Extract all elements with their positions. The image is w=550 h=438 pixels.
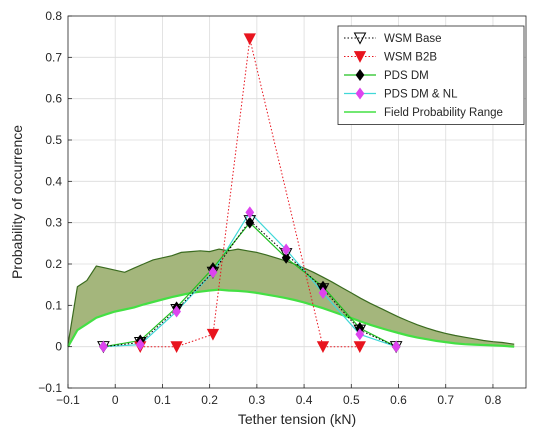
field-probability-range-area — [67, 248, 515, 348]
y-tick-label: 0.1 — [45, 298, 62, 312]
x-tick-label: 0.4 — [296, 393, 313, 407]
y-tick-label: 0 — [55, 340, 62, 354]
pds-dm-nl-marker — [135, 338, 145, 351]
pds-dm-nl-marker — [172, 305, 181, 318]
y-tick-label: 0.7 — [45, 50, 62, 64]
pds-dm-marker — [245, 216, 255, 229]
pds-dm-nl-marker — [281, 243, 291, 256]
wsm-b2b-marker — [170, 341, 183, 354]
x-tick-label: 0.5 — [343, 393, 360, 407]
pds-dm-nl-marker — [391, 340, 401, 353]
legend: WSM Base WSM B2B PDS DM PDS DM & NL Field Pr… — [337, 25, 525, 125]
wsm-base-line — [103, 219, 397, 348]
y-axis-label: Probability of occurrence — [9, 125, 25, 279]
field-range-lower-edge — [67, 288, 515, 348]
legend-marker-pds-dm — [355, 68, 365, 82]
y-tick-label: 0.6 — [45, 92, 62, 106]
pds-dm-nl-marker — [355, 328, 365, 341]
legend-marker-pds-dm-nl — [355, 87, 365, 100]
x-tick-label: 0.6 — [390, 393, 407, 407]
x-tick-label: 0.8 — [485, 393, 502, 407]
y-tick-label: 0.8 — [45, 9, 62, 23]
wsm-b2b-marker — [206, 328, 220, 341]
y-tick-label: 0.5 — [45, 133, 62, 147]
pds-dm-nl-marker — [208, 266, 218, 279]
field-range-fill — [68, 249, 515, 347]
x-tick-label: 0.3 — [249, 393, 266, 407]
wsm-b2b-marker — [316, 341, 330, 354]
pds-dm-nl-marker — [318, 286, 328, 299]
wsm-b2b-marker — [353, 341, 366, 354]
legend-marker-wsm-b2b — [353, 51, 367, 63]
legend-label-pds-dm-nl: PDS DM & NL — [384, 89, 458, 101]
y-tick-label: 0.4 — [45, 174, 62, 188]
x-tick-label: 0.2 — [201, 393, 218, 407]
y-tick-label: 0.2 — [45, 257, 62, 271]
y-tick-label: −0.1 — [38, 381, 62, 395]
y-tick-label: 0.3 — [45, 216, 62, 230]
field-range-upper-edge — [67, 248, 515, 345]
pds-dm-nl-marker — [245, 206, 255, 219]
plot-frame — [67, 15, 527, 389]
tick-labels: −0.1 0 0.1 0.2 0.3 0.4 0.5 0.6 0.7 0.8 −0.1 0 0.1 0.2… — [38, 9, 501, 407]
legend-marker-wsm-base — [353, 32, 367, 45]
wsm-b2b-marker — [243, 33, 256, 46]
legend-label-wsm-base: WSM Base — [384, 33, 442, 45]
pds-dm-nl-marker — [99, 340, 108, 353]
x-tick-label: 0.1 — [154, 393, 171, 407]
legend-label-wsm-b2b: WSM B2B — [384, 52, 437, 64]
legend-label-field-probability-range: Field Probability Range — [384, 107, 503, 119]
legend-label-pds-dm: PDS DM — [384, 70, 429, 82]
x-tick-label: 0.7 — [437, 393, 454, 407]
x-tick-label: 0 — [112, 393, 119, 407]
x-axis-label: Tether tension (kN) — [238, 411, 356, 427]
x-tick-label: −0.1 — [56, 393, 80, 407]
series-markers — [97, 33, 403, 354]
pds-dm-marker — [281, 251, 291, 264]
